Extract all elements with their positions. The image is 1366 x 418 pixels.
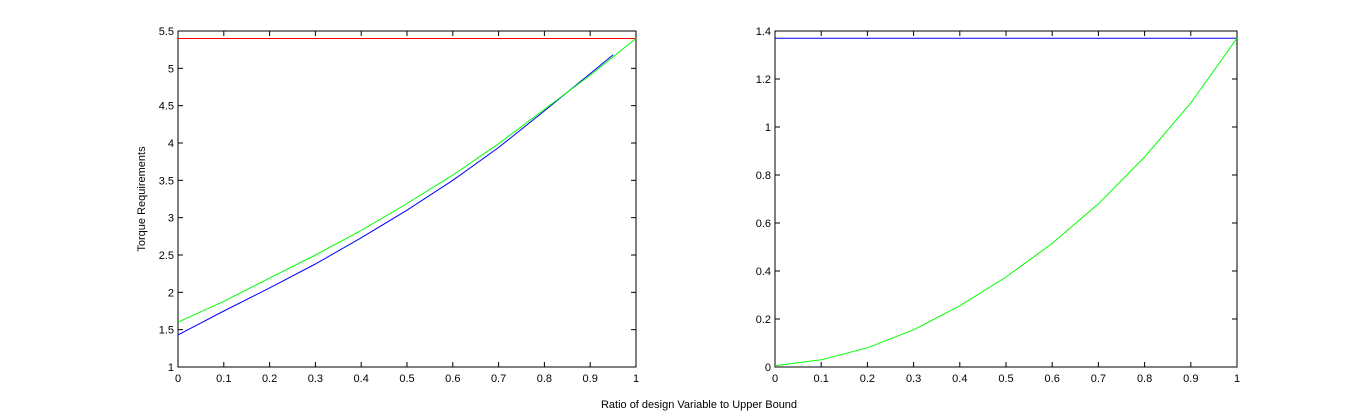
x-tick-label: 0.9	[583, 373, 598, 385]
series-line-2	[177, 38, 637, 323]
y-tick-label: 3.5	[159, 175, 174, 187]
x-tick-label: 0.3	[906, 373, 921, 385]
y-tick-label: 1	[765, 122, 771, 134]
figure-xlabel: Ratio of design Variable to Upper Bound	[601, 399, 797, 411]
x-tick-label: 0.4	[354, 373, 369, 385]
x-tick-label: 0.4	[952, 373, 967, 385]
x-tick-label: 0	[772, 373, 778, 385]
y-tick-label: 1.2	[756, 74, 771, 86]
y-tick-label: 1	[168, 362, 174, 374]
x-tick-label: 0.7	[1091, 373, 1106, 385]
y-tick-label: 1.5	[159, 325, 174, 337]
y-axis-label: Torque Requirements	[136, 146, 148, 252]
y-tick-label: 2	[168, 287, 174, 299]
x-tick-label: 1	[633, 373, 639, 385]
x-tick-label: 0.6	[445, 373, 460, 385]
x-tick-label: 0.3	[308, 373, 323, 385]
plot-area-frame	[177, 30, 637, 368]
left-axes: 0 0.1 0.2 0.3 0.4 0.5 0.6 0.7 0.8 0.9 1 1 1.5 2 2.5 3 3.…	[136, 26, 639, 385]
y-tick-label: 0	[765, 362, 771, 374]
y-tick-label: 1.4	[756, 26, 771, 38]
x-tick-label: 1	[1234, 373, 1240, 385]
x-tick-label: 0.8	[537, 373, 552, 385]
y-tick-label: 2.5	[159, 250, 174, 262]
y-tick-label: 5	[168, 63, 174, 75]
x-tick-label: 0.8	[1137, 373, 1152, 385]
plot-area-frame	[774, 30, 1238, 368]
x-tick-label: 0.6	[1045, 373, 1060, 385]
x-tick-label: 0.9	[1183, 373, 1198, 385]
x-tick-label: 0.2	[262, 373, 277, 385]
y-tick-label: 0.4	[756, 266, 771, 278]
y-tick-label: 4.5	[159, 101, 174, 113]
y-tick-label: 5.5	[159, 26, 174, 38]
right-axes: 0 0.1 0.2 0.3 0.4 0.5 0.6 0.7 0.8 0.9 1 0 0.2 0.4 0.6 0…	[756, 26, 1240, 385]
y-tick-label: 3	[168, 213, 174, 225]
y-tick-label: 0.8	[756, 170, 771, 182]
series-line-1	[774, 37, 1238, 367]
x-tick-label: 0.5	[399, 373, 414, 385]
x-tick-label: 0.7	[491, 373, 506, 385]
x-tick-label: 0.1	[216, 373, 231, 385]
y-tick-label: 4	[168, 138, 174, 150]
y-tick-label: 0.2	[756, 314, 771, 326]
x-tick-label: 0.5	[998, 373, 1013, 385]
x-tick-label: 0	[175, 373, 181, 385]
y-tick-label: 0.6	[756, 218, 771, 230]
x-tick-label: 0.2	[860, 373, 875, 385]
x-tick-label: 0.1	[814, 373, 829, 385]
